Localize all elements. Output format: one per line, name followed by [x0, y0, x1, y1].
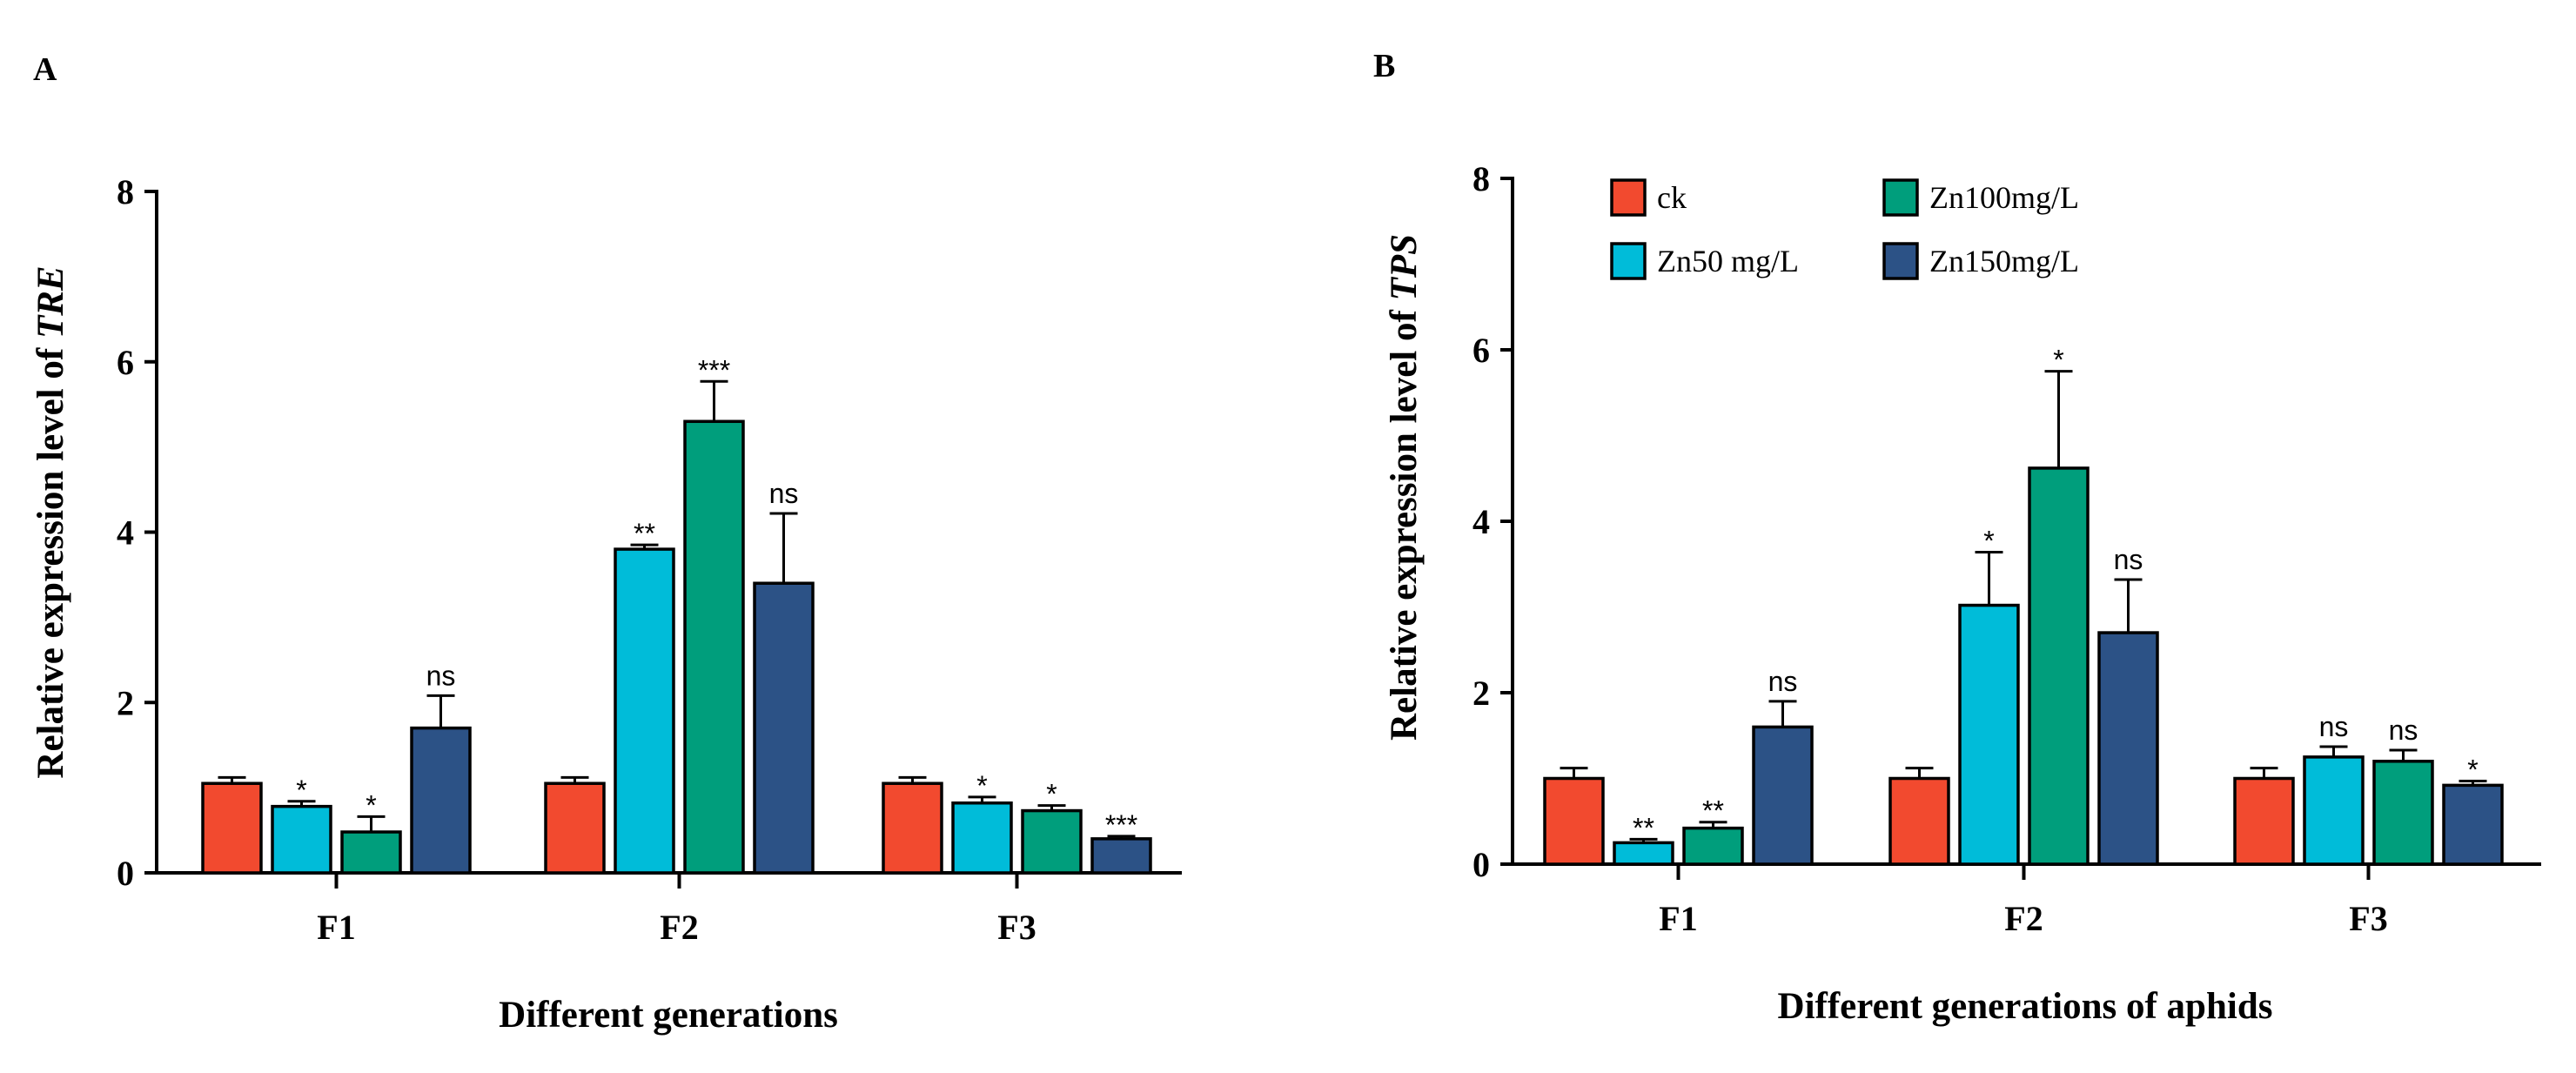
panel-a-significance-label: ns — [426, 660, 456, 691]
panel-a-bar — [683, 419, 745, 875]
panel-a-bar — [951, 801, 1013, 875]
panel-b-x-tick-label: F2 — [2004, 899, 2043, 938]
legend-item: Zn50 mg/L — [1610, 242, 1799, 280]
panel-b-letter: B — [1373, 48, 1395, 84]
panel-a-y-tick-label: 0 — [117, 854, 134, 893]
panel-b-significance-label: ns — [2114, 544, 2143, 575]
panel-b-x-tick-label: F1 — [1659, 899, 1697, 938]
legend-label: ck — [1657, 180, 1687, 215]
panel-a-bar — [614, 547, 675, 875]
legend-label: Zn50 mg/L — [1657, 244, 1799, 278]
panel-b-bar — [1613, 841, 1674, 866]
panel-b-y-tick-label: 0 — [1472, 845, 1490, 884]
panel-b-bar — [2303, 755, 2365, 866]
panel-b-significance-label: ** — [1633, 812, 1654, 843]
panel-a-bar — [1090, 837, 1152, 875]
legend-label: Zn150mg/L — [1929, 244, 2079, 278]
panel-a-y-tick-label: 2 — [117, 683, 134, 722]
panel-a-x-tick-label: F3 — [997, 908, 1036, 947]
panel-a-y-axis-label-gene: TRE — [30, 265, 71, 339]
panel-b-bar — [1888, 776, 1950, 866]
legend: ck Zn100mg/L Zn50 mg/L Zn150mg/L — [1610, 178, 2079, 280]
panel-a-x-axis-label: Different generations — [499, 995, 838, 1036]
panel-b-y-axis-label-prefix: Relative expression level of — [1384, 300, 1425, 741]
panel-a-bar — [201, 781, 263, 875]
panel-a-significance-label: * — [976, 770, 987, 801]
panel-b-x-tick-label: F3 — [2349, 899, 2387, 938]
panel-b-bar — [1752, 725, 1814, 866]
panel-a-y-tick-label: 6 — [117, 343, 134, 382]
legend-item: Zn100mg/L — [1882, 178, 2079, 217]
panel-b-significance-label: ns — [2389, 714, 2418, 746]
panel-b-y-tick-label: 8 — [1472, 159, 1490, 198]
panel-b-bar — [2442, 783, 2504, 866]
legend-swatch — [1882, 178, 1919, 217]
panel-b-y-axis-label-gene: TPS — [1384, 234, 1425, 300]
legend-swatch — [1610, 242, 1647, 280]
legend-label: Zn100mg/L — [1929, 180, 2079, 215]
legend-item: ck — [1610, 178, 1687, 217]
panel-b-significance-label: * — [2053, 345, 2063, 376]
panel-b-bar — [1682, 826, 1744, 866]
panel-b-x-axis-label: Different generations of aphids — [1778, 986, 2273, 1027]
panel-a-significance-label: *** — [1105, 809, 1137, 841]
panel-b-significance-label: * — [2467, 754, 2478, 785]
panel-b-y-tick-label: 6 — [1472, 331, 1490, 370]
panel-b-bar — [2097, 631, 2159, 866]
panel-b-y-tick-label: 2 — [1472, 674, 1490, 713]
panel-b-significance-label: ** — [1702, 795, 1724, 827]
panel-a-significance-label: * — [366, 789, 376, 821]
panel-a-significance-label: *** — [698, 354, 730, 386]
panel-a-bar — [271, 804, 332, 875]
legend-item: Zn150mg/L — [1882, 242, 2079, 280]
panel-b-y-tick-label: 4 — [1472, 502, 1490, 541]
panel-a-y-tick-label: 4 — [117, 513, 134, 553]
panel-a-x-tick-label: F2 — [660, 908, 698, 947]
panel-b-bar — [2028, 466, 2090, 866]
panel-a-y-axis-label: Relative expression level of TRE — [30, 265, 71, 778]
panel-a-bar — [410, 726, 472, 875]
panel-a-y-axis-label-prefix: Relative expression level of — [30, 339, 71, 779]
legend-swatch — [1882, 242, 1919, 280]
panel-a-bar — [340, 830, 402, 875]
panel-a-bar — [544, 781, 606, 875]
panel-a-significance-label: ** — [634, 518, 655, 549]
legend-swatch — [1610, 178, 1647, 217]
panel-a-bar — [1021, 808, 1083, 875]
panel-a-significance-label: ns — [769, 478, 799, 509]
panel-b-y-axis-label: Relative expression level of TPS — [1384, 234, 1425, 741]
panel-a-x-tick-label: F1 — [317, 908, 355, 947]
panel-b-significance-label: ns — [1768, 666, 1798, 697]
chart-panel-a: A Relative expression level of TRE Diffe… — [30, 51, 1182, 1036]
panel-b-bar — [1958, 603, 2020, 866]
panel-a-significance-label: * — [296, 775, 306, 806]
panel-a-significance-label: * — [1046, 779, 1057, 810]
panel-a-y-tick-label: 8 — [117, 172, 134, 211]
panel-b-bar — [2233, 776, 2295, 866]
panel-b-significance-label: * — [1983, 525, 1994, 556]
panel-a-letter: A — [33, 51, 57, 88]
panel-b-bar — [1543, 776, 1605, 866]
panel-a-bar — [753, 581, 815, 875]
panel-b-bar — [2372, 760, 2434, 866]
panel-a-bar — [882, 781, 943, 875]
chart-panel-b: B Relative expression level of TPS Diffe… — [1373, 48, 2541, 1027]
panel-b-significance-label: ns — [2319, 711, 2349, 742]
